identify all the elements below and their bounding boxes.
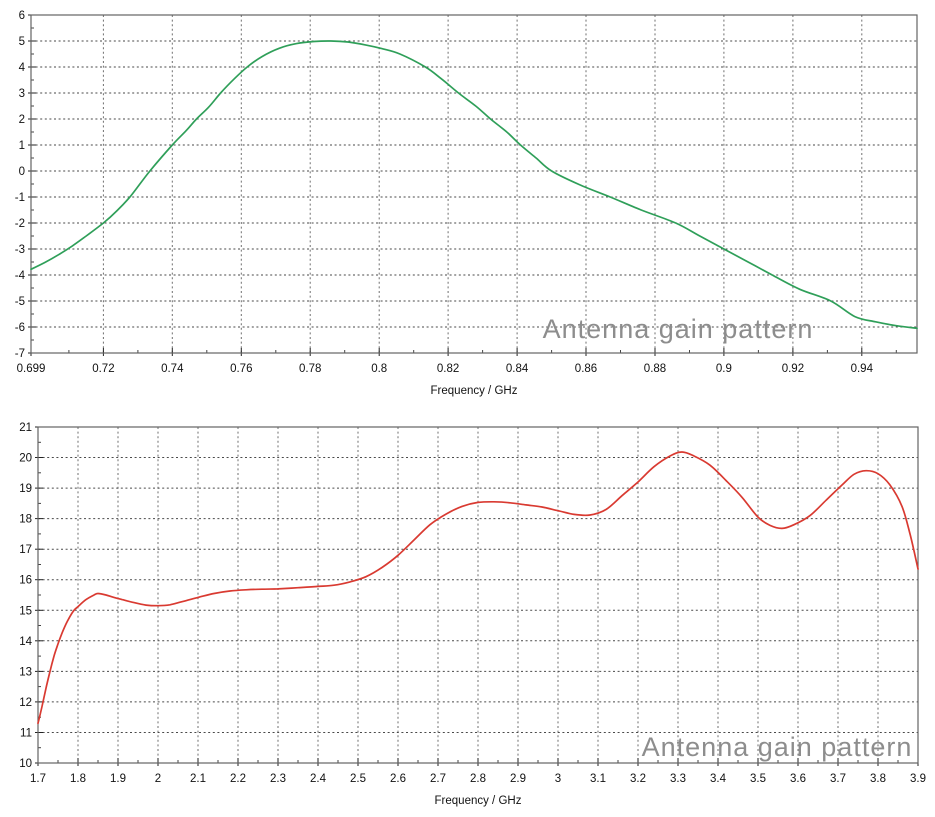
watermark-text: Antenna gain pattern	[543, 314, 814, 344]
y-tick-label: -7	[15, 348, 25, 360]
x-tick-label: 1.9	[110, 773, 126, 785]
x-tick-label: 0.699	[17, 363, 46, 375]
y-tick-label: 1	[19, 140, 25, 152]
x-tick-label: 0.76	[230, 363, 252, 375]
x-tick-label: 0.88	[644, 363, 666, 375]
bottom-chart-canvas: Antenna gain pattern 1.7 1.8 1.9 2 2.1 2.2 2.3 2…	[19, 422, 926, 807]
x-tick-label: 3.8	[870, 773, 886, 785]
x-tick-label: 3.3	[670, 773, 686, 785]
x-tick-label: 0.84	[506, 363, 529, 375]
y-tick-label: -1	[15, 192, 25, 204]
x-tick-label: 3.5	[750, 773, 766, 785]
x-tick-label: 3.6	[790, 773, 806, 785]
plot-border	[37, 426, 919, 764]
x-tick-label: 0.9	[716, 363, 732, 375]
y-tick-label: 21	[19, 422, 32, 434]
x-tick-label: 3.7	[830, 773, 846, 785]
y-tick-label: 3	[19, 88, 25, 100]
x-tick-label: 2.2	[230, 773, 246, 785]
y-tick-label: 10	[19, 758, 32, 770]
x-tick-label: 2.4	[310, 773, 327, 785]
y-tick-label: -2	[15, 218, 25, 230]
y-tick-label: 18	[19, 514, 32, 526]
x-tick-label: 2.9	[510, 773, 526, 785]
plot-border	[30, 14, 918, 354]
top-chart-canvas: Antenna gain pattern 0.699 0.72 0.74 0.76 0.7…	[15, 10, 918, 397]
x-tick-label: 2.8	[470, 773, 486, 785]
y-tick-label: -4	[15, 270, 26, 282]
y-tick-label: 19	[19, 483, 32, 495]
x-tick-label: 3.1	[590, 773, 606, 785]
x-tick-label: 2.5	[350, 773, 366, 785]
x-tick-label: 0.82	[437, 363, 459, 375]
antenna-gain-chart-top: Antenna gain pattern 0.699 0.72 0.74 0.76 0.7…	[15, 10, 918, 397]
y-tick-label: 16	[19, 575, 32, 587]
x-tick-label: 0.92	[782, 363, 804, 375]
watermark-text: Antenna gain pattern	[642, 732, 913, 762]
y-tick-label: 11	[20, 728, 32, 740]
y-tick-label: 12	[19, 697, 32, 709]
x-tick-label: 0.74	[161, 363, 184, 375]
x-tick-label: 2.1	[190, 773, 206, 785]
x-axis-title: Frequency / GHz	[435, 795, 522, 807]
y-tick-label: 15	[19, 605, 32, 617]
x-tick-label: 3.2	[630, 773, 646, 785]
x-tick-label: 0.72	[92, 363, 114, 375]
x-tick-label: 2.3	[270, 773, 286, 785]
y-tick-label: 13	[19, 666, 32, 678]
x-tick-label: 0.86	[575, 363, 597, 375]
gain-chart-bottom-curve	[37, 451, 919, 725]
y-tick-label: 6	[19, 10, 25, 22]
x-tick-label: 0.94	[851, 363, 874, 375]
y-tick-label: 20	[19, 453, 32, 465]
y-tick-label: 4	[19, 62, 26, 74]
x-tick-label: 3	[555, 773, 561, 785]
x-tick-label: 3.9	[910, 773, 926, 785]
y-tick-label: -6	[15, 322, 25, 334]
x-tick-label: 2.7	[430, 773, 446, 785]
y-tick-label: 17	[19, 544, 32, 556]
x-tick-label: 2	[155, 773, 161, 785]
y-tick-label: -5	[15, 296, 25, 308]
x-tick-label: 1.8	[70, 773, 86, 785]
x-tick-label: 3.4	[710, 773, 727, 785]
y-tick-label: -3	[15, 244, 25, 256]
x-tick-label: 1.7	[30, 773, 46, 785]
y-tick-label: 14	[19, 636, 32, 648]
x-tick-label: 0.8	[371, 363, 387, 375]
x-tick-label: 0.78	[299, 363, 321, 375]
x-tick-label: 2.6	[390, 773, 406, 785]
x-axis-title: Frequency / GHz	[431, 385, 518, 397]
y-tick-label: 5	[19, 36, 25, 48]
y-tick-label: 2	[19, 114, 25, 126]
antenna-gain-chart-bottom: Antenna gain pattern 1.7 1.8 1.9 2 2.1 2.2 2.3 2…	[0, 410, 935, 817]
gain-chart-top-curve	[30, 40, 918, 330]
y-tick-label: 0	[19, 166, 25, 178]
